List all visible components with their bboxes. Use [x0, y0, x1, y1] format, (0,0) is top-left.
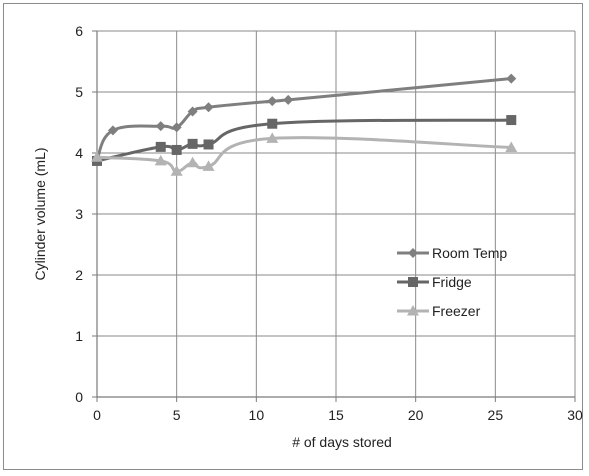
data-point-room-temp [283, 94, 294, 105]
x-tick-labels: 0 5 10 15 20 25 30 [93, 407, 583, 423]
data-point-room-temp [187, 106, 198, 117]
x-tick-label: 15 [328, 407, 344, 423]
data-point-room-temp [203, 102, 214, 113]
legend-swatch-marker [408, 277, 418, 287]
data-point-freezer [170, 165, 183, 176]
data-point-freezer [266, 132, 279, 143]
gridlines [97, 30, 576, 397]
data-point-room-temp [267, 96, 278, 107]
y-tick-label: 1 [75, 328, 83, 344]
data-point-fridge [171, 144, 182, 155]
x-axis-title: # of days stored [292, 434, 392, 450]
y-tick-label: 4 [75, 145, 83, 161]
data-point-fridge [267, 118, 278, 129]
y-tick-label: 3 [75, 206, 83, 222]
legend-item-room-temp: Room Temp [397, 245, 507, 261]
x-tick-label: 10 [249, 407, 265, 423]
data-point-freezer [154, 154, 167, 166]
data-point-room-temp [107, 125, 118, 136]
data-point-fridge [506, 115, 517, 126]
series-line-room-temp [95, 77, 512, 160]
legend-label: Fridge [432, 274, 472, 290]
data-point-freezer [91, 151, 103, 162]
series-fridge [92, 115, 517, 166]
data-point-room-temp [506, 73, 517, 84]
data-point-fridge [155, 141, 166, 152]
x-tick-label: 5 [173, 407, 181, 423]
y-axis-title: Cylinder volume (mL) [32, 147, 48, 280]
x-tick-label: 0 [93, 407, 101, 423]
series-group [91, 73, 518, 176]
y-tick-label: 0 [75, 389, 83, 405]
data-point-freezer [202, 160, 215, 171]
axes [92, 30, 576, 402]
data-point-fridge [187, 138, 198, 149]
y-tick-label: 2 [75, 267, 83, 283]
x-tick-label: 30 [567, 407, 583, 423]
x-tick-label: 20 [408, 407, 424, 423]
data-point-freezer [505, 141, 518, 153]
y-tick-label: 6 [75, 23, 83, 39]
y-tick-labels: 0 1 2 3 4 5 6 [75, 23, 83, 405]
data-point-fridge [203, 139, 214, 150]
legend: Room Temp Fridge Freezer [397, 245, 507, 319]
legend-swatch-marker [407, 305, 419, 316]
data-point-room-temp [171, 122, 182, 133]
data-point-room-temp [155, 121, 166, 132]
legend-label: Freezer [432, 303, 481, 319]
legend-label: Room Temp [432, 245, 507, 261]
legend-swatch-marker [408, 248, 418, 258]
legend-item-fridge: Fridge [397, 274, 472, 290]
series-freezer [91, 132, 518, 176]
y-tick-label: 5 [75, 84, 83, 100]
x-tick-label: 25 [488, 407, 504, 423]
legend-item-freezer: Freezer [397, 303, 481, 319]
data-point-freezer [186, 156, 199, 168]
